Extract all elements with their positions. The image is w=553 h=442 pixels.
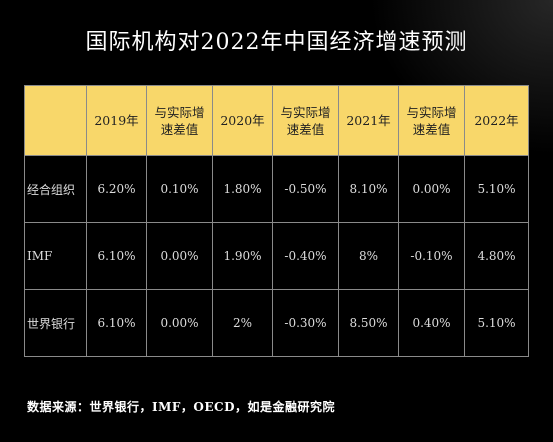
table-cell: 4.80%	[464, 222, 529, 290]
table-cell: 1.80%	[212, 155, 273, 223]
source-note: 数据来源：世界银行，IMF，OECD，如是金融研究院	[27, 400, 335, 414]
table-cell: 0.00%	[146, 289, 213, 357]
table-cell: 2%	[212, 289, 273, 357]
table-cell: 1.90%	[212, 222, 273, 290]
table-cell: 6.20%	[86, 155, 147, 223]
table-cell: 0.40%	[398, 289, 465, 357]
table-cell: 6.10%	[86, 222, 147, 290]
header-row: 2019年 与实际增速差值 2020年 与实际增速差值 2021年 与实际增速差…	[24, 85, 529, 156]
table-cell: 0.00%	[398, 155, 465, 223]
table-cell: -0.10%	[398, 222, 465, 290]
header-cell-2019: 2019年	[86, 85, 147, 156]
table-cell: 6.10%	[86, 289, 147, 357]
forecast-table: 2019年 与实际增速差值 2020年 与实际增速差值 2021年 与实际增速差…	[24, 85, 529, 357]
table-cell: -0.40%	[272, 222, 339, 290]
header-cell-diff-2020: 与实际增速差值	[272, 85, 339, 156]
header-cell-corner	[24, 85, 87, 156]
row-label: 世界银行	[24, 289, 87, 357]
table-row: 经合组织 6.20% 0.10% 1.80% -0.50% 8.10% 0.00…	[24, 155, 529, 223]
table-cell: 5.10%	[464, 289, 529, 357]
table-row: 世界银行 6.10% 0.00% 2% -0.30% 8.50% 0.40% 5…	[24, 289, 529, 357]
table-cell: -0.30%	[272, 289, 339, 357]
header-cell-diff-2021: 与实际增速差值	[398, 85, 465, 156]
table-cell: 8%	[338, 222, 399, 290]
header-cell-2020: 2020年	[212, 85, 273, 156]
table-row: IMF 6.10% 0.00% 1.90% -0.40% 8% -0.10% 4…	[24, 222, 529, 290]
table-cell: 0.10%	[146, 155, 213, 223]
row-label: 经合组织	[24, 155, 87, 223]
table-cell: -0.50%	[272, 155, 339, 223]
header-cell-2022: 2022年	[464, 85, 529, 156]
table-cell: 8.50%	[338, 289, 399, 357]
table-cell: 8.10%	[338, 155, 399, 223]
header-cell-diff-2019: 与实际增速差值	[146, 85, 213, 156]
table-cell: 0.00%	[146, 222, 213, 290]
chart-title: 国际机构对2022年中国经济增速预测	[85, 30, 468, 55]
row-label: IMF	[24, 222, 87, 290]
header-cell-2021: 2021年	[338, 85, 399, 156]
table-cell: 5.10%	[464, 155, 529, 223]
